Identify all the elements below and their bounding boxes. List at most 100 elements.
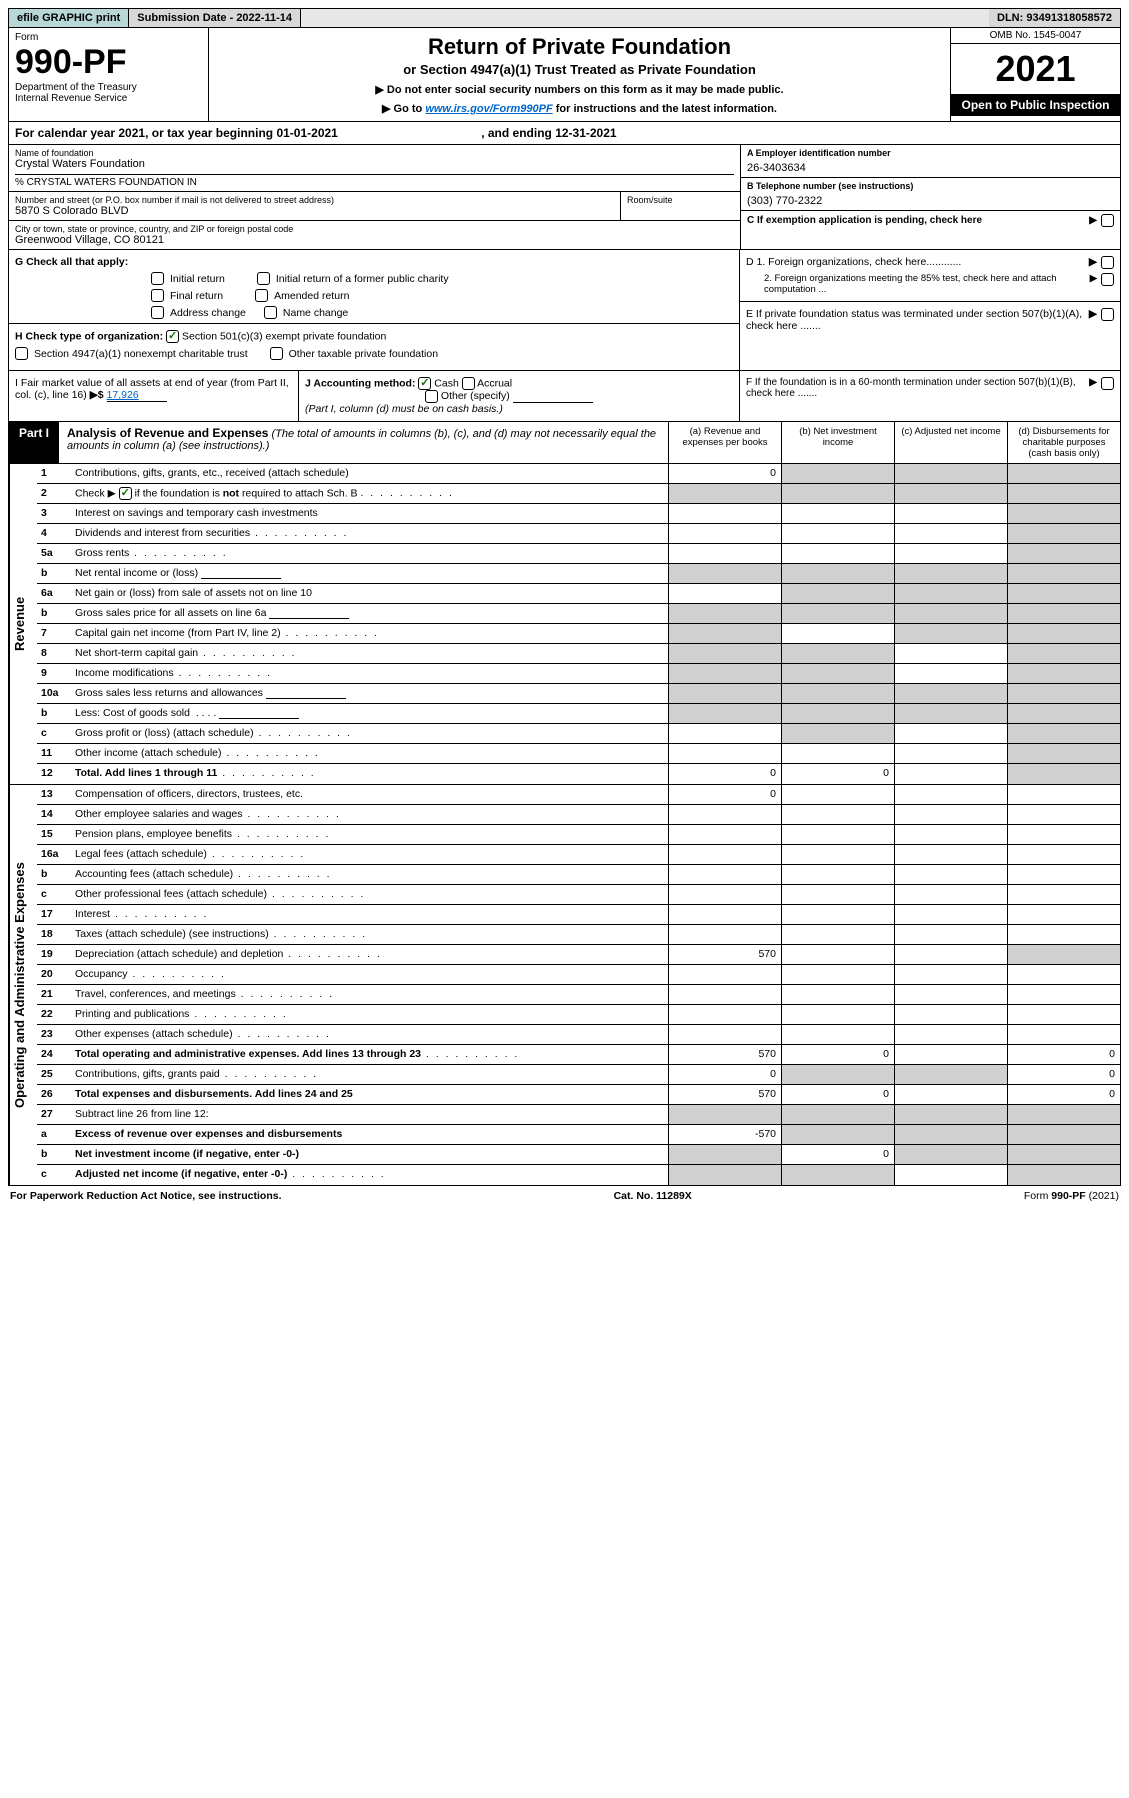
city-state-zip: Greenwood Village, CO 80121: [15, 234, 734, 246]
phone-label: B Telephone number (see instructions): [747, 181, 1114, 191]
line-6a: Net gain or (loss) from sale of assets n…: [71, 584, 668, 603]
city-label: City or town, state or province, country…: [15, 224, 734, 234]
arrow-icon: ▶: [1089, 215, 1097, 226]
e-label: E If private foundation status was termi…: [746, 308, 1089, 332]
address-change-label: Address change: [170, 307, 246, 319]
arrow-icon: ▶: [1089, 308, 1097, 332]
part1-header: Part I Analysis of Revenue and Expenses …: [8, 422, 1121, 464]
cash-label: Cash: [434, 377, 459, 389]
cal-end: 12-31-2021: [555, 126, 616, 140]
revenue-side-label: Revenue: [9, 464, 37, 784]
section-g-d: G Check all that apply: Initial return I…: [8, 250, 1121, 371]
goto-suffix: for instructions and the latest informat…: [553, 103, 777, 115]
d1-label: D 1. Foreign organizations, check here..…: [746, 256, 1089, 269]
line-12-b: 0: [781, 764, 894, 784]
cash-checkbox[interactable]: [418, 377, 431, 390]
line-27c: Adjusted net income (if negative, enter …: [71, 1165, 668, 1185]
line-24-a: 570: [668, 1045, 781, 1064]
sec501-checkbox[interactable]: [166, 330, 179, 343]
omb-number: OMB No. 1545-0047: [951, 28, 1120, 44]
form-title: Return of Private Foundation: [221, 34, 938, 60]
initial-return-checkbox[interactable]: [151, 272, 164, 285]
other-taxable-checkbox[interactable]: [270, 347, 283, 360]
name-change-checkbox[interactable]: [264, 306, 277, 319]
top-bar: efile GRAPHIC print Submission Date - 20…: [8, 8, 1121, 28]
line-25-a: 0: [668, 1065, 781, 1084]
line-10c: Gross profit or (loss) (attach schedule): [71, 724, 668, 743]
line-27: Subtract line 26 from line 12:: [71, 1105, 668, 1124]
d2-checkbox[interactable]: [1101, 273, 1114, 286]
line-11: Other income (attach schedule): [71, 744, 668, 763]
line-26-b: 0: [781, 1085, 894, 1104]
line-26-a: 570: [668, 1085, 781, 1104]
line-6b: Gross sales price for all assets on line…: [71, 604, 668, 623]
revenue-table: Revenue 1Contributions, gifts, grants, e…: [8, 464, 1121, 785]
line-2: Check ▶ if the foundation is not require…: [71, 484, 668, 503]
line-23: Other expenses (attach schedule): [71, 1025, 668, 1044]
other-method-checkbox[interactable]: [425, 390, 438, 403]
cat-no: Cat. No. 11289X: [614, 1190, 692, 1202]
col-c-header: (c) Adjusted net income: [894, 422, 1007, 463]
f-checkbox[interactable]: [1101, 377, 1114, 390]
section-j: J Accounting method: Cash Accrual Other …: [299, 371, 740, 421]
expense-side-label: Operating and Administrative Expenses: [9, 785, 37, 1185]
section-d-e: D 1. Foreign organizations, check here..…: [740, 250, 1120, 370]
d2-label: 2. Foreign organizations meeting the 85%…: [764, 273, 1090, 295]
calendar-year-row: For calendar year 2021, or tax year begi…: [8, 122, 1121, 145]
address-change-checkbox[interactable]: [151, 306, 164, 319]
line-25-d: 0: [1007, 1065, 1120, 1084]
line-27b-b: 0: [781, 1145, 894, 1164]
sec4947-checkbox[interactable]: [15, 347, 28, 360]
phone-value: (303) 770-2322: [747, 195, 1114, 207]
cal-mid: , and ending: [481, 126, 555, 140]
line-13: Compensation of officers, directors, tru…: [71, 785, 668, 804]
irs-form-link[interactable]: www.irs.gov/Form990PF: [425, 103, 552, 115]
street-address: 5870 S Colorado BLVD: [15, 205, 614, 217]
accrual-checkbox[interactable]: [462, 377, 475, 390]
form-label: Form: [15, 32, 202, 43]
line-18: Taxes (attach schedule) (see instruction…: [71, 925, 668, 944]
amended-return-checkbox[interactable]: [255, 289, 268, 302]
d1-checkbox[interactable]: [1101, 256, 1114, 269]
line-22: Printing and publications: [71, 1005, 668, 1024]
line-25: Contributions, gifts, grants paid: [71, 1065, 668, 1084]
final-return-label: Final return: [170, 290, 223, 302]
line-27a-a: -570: [668, 1125, 781, 1144]
line-5a: Gross rents: [71, 544, 668, 563]
submission-date: Submission Date - 2022-11-14: [129, 9, 301, 27]
section-f: F If the foundation is in a 60-month ter…: [740, 371, 1120, 421]
line-4: Dividends and interest from securities: [71, 524, 668, 543]
col-a-header: (a) Revenue and expenses per books: [668, 422, 781, 463]
initial-former-checkbox[interactable]: [257, 272, 270, 285]
efile-print-button[interactable]: efile GRAPHIC print: [9, 9, 129, 27]
dln-number: DLN: 93491318058572: [989, 9, 1120, 27]
line-9: Income modifications: [71, 664, 668, 683]
e-checkbox[interactable]: [1101, 308, 1114, 321]
accrual-label: Accrual: [477, 377, 512, 389]
final-return-checkbox[interactable]: [151, 289, 164, 302]
line-14: Other employee salaries and wages: [71, 805, 668, 824]
form-ref: Form 990-PF (2021): [1024, 1190, 1119, 1202]
line-1: Contributions, gifts, grants, etc., rece…: [71, 464, 668, 483]
f-label: F If the foundation is in a 60-month ter…: [746, 377, 1089, 399]
line-10a: Gross sales less returns and allowances: [71, 684, 668, 703]
line-27a: Excess of revenue over expenses and disb…: [71, 1125, 668, 1144]
arrow-icon: ▶$: [90, 389, 104, 401]
goto-line: ▶ Go to www.irs.gov/Form990PF for instru…: [221, 102, 938, 115]
exemption-pending-label: C If exemption application is pending, c…: [747, 215, 1089, 226]
fmv-value: 17,926: [107, 389, 167, 402]
sch-b-checkbox[interactable]: [119, 487, 132, 500]
sec4947-label: Section 4947(a)(1) nonexempt charitable …: [34, 348, 248, 360]
line-27b: Net investment income (if negative, ente…: [71, 1145, 668, 1164]
other-taxable-label: Other taxable private foundation: [289, 348, 438, 360]
initial-return-label: Initial return: [170, 273, 225, 285]
exemption-checkbox[interactable]: [1101, 214, 1114, 227]
col-b-header: (b) Net investment income: [781, 422, 894, 463]
name-change-label: Name change: [283, 307, 348, 319]
line-12-a: 0: [668, 764, 781, 784]
h-label: H Check type of organization:: [15, 330, 163, 342]
addr-label: Number and street (or P.O. box number if…: [15, 195, 614, 205]
amended-return-label: Amended return: [274, 290, 349, 302]
care-of: % CRYSTAL WATERS FOUNDATION IN: [15, 174, 734, 188]
line-19: Depreciation (attach schedule) and deple…: [71, 945, 668, 964]
